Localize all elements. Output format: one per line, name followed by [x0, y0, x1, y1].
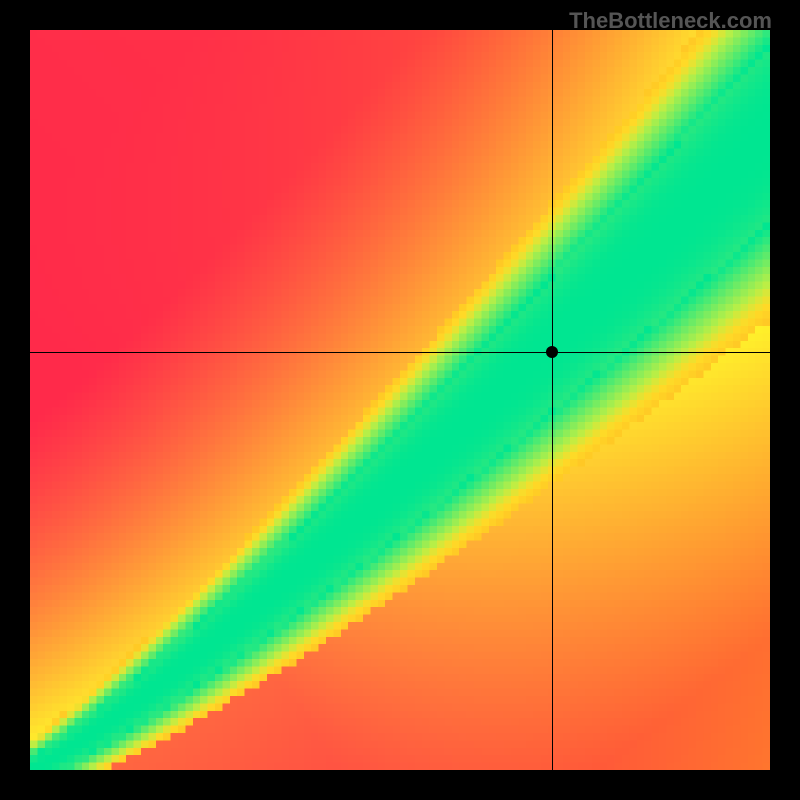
crosshair-marker: [546, 346, 558, 358]
crosshair-vertical: [552, 30, 553, 770]
plot-area: [30, 30, 770, 770]
watermark-text: TheBottleneck.com: [569, 8, 772, 34]
crosshair-horizontal: [30, 352, 770, 353]
heatmap-canvas: [30, 30, 770, 770]
